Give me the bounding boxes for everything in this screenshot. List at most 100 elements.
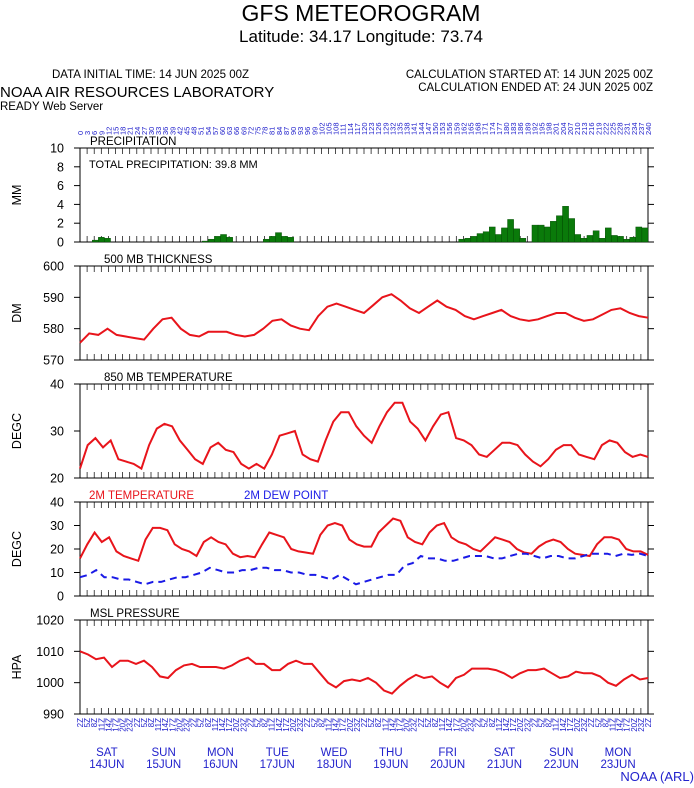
bottom-time-label: 20Z: [573, 718, 582, 732]
top-hour-label: 57: [211, 127, 220, 135]
bottom-time-label: 20Z: [459, 718, 468, 732]
day-date: 17JUN: [260, 759, 295, 771]
bottom-time-label: 5Z: [594, 718, 603, 727]
bottom-time-label: 11Z: [495, 718, 504, 731]
precip-bar: [464, 238, 472, 243]
y-tick-label: 30: [50, 519, 64, 533]
bottom-time-label: 20Z: [630, 718, 639, 732]
top-hour-label: 114: [346, 123, 355, 135]
top-hour-label: 21: [126, 127, 135, 135]
precip-bar: [580, 238, 588, 243]
day-date: 22JUN: [544, 759, 579, 771]
top-hour-label: 42: [175, 127, 184, 135]
bottom-time-label: 20Z: [516, 718, 525, 732]
top-hour-label: 36: [161, 127, 170, 135]
bottom-time-label: 17Z: [452, 718, 461, 732]
precip-bar: [556, 215, 563, 243]
bottom-time-label: 14Z: [502, 718, 511, 732]
top-hour-label: 192: [530, 122, 539, 135]
top-hour-label: 210: [573, 122, 582, 135]
precip-bar: [641, 227, 649, 243]
server-name: READY Web Server: [0, 101, 103, 113]
top-hour-label: 12: [104, 127, 113, 135]
y-axis-label: DEGC: [10, 413, 24, 449]
precip-bar: [519, 238, 527, 243]
bottom-time-label: 23Z: [353, 718, 362, 732]
bottom-time-label: 2Z: [587, 718, 596, 727]
top-hour-label: 204: [559, 122, 568, 135]
bottom-time-label: 5Z: [367, 718, 376, 727]
bottom-time-label: 17Z: [509, 718, 518, 732]
top-hour-label: 108: [332, 122, 341, 135]
day-date: 16JUN: [203, 759, 238, 771]
top-hour-label: 177: [495, 122, 504, 135]
bottom-time-label: 23Z: [296, 718, 305, 732]
data-initial-time: DATA INITIAL TIME: 14 JUN 2025 00Z: [52, 69, 249, 81]
top-hour-label: 141: [410, 122, 419, 135]
precip-bar: [598, 238, 606, 243]
top-hour-label: 102: [317, 122, 326, 135]
bottom-time-label: 23Z: [580, 718, 589, 732]
precip-bar: [220, 234, 227, 243]
top-hour-label: 165: [467, 122, 476, 135]
bottom-time-label: 23Z: [410, 718, 419, 732]
bottom-time-label: 14Z: [445, 718, 454, 732]
bottom-time-label: 17Z: [339, 718, 348, 732]
bottom-time-label: 20Z: [289, 718, 298, 732]
top-hour-label: 129: [381, 122, 390, 135]
top-hour-label: 180: [502, 122, 511, 135]
precip-bar: [562, 206, 569, 243]
top-hour-label: 27: [140, 127, 149, 135]
bottom-time-label: 11Z: [609, 718, 618, 731]
bottom-time-label: 8Z: [90, 718, 99, 727]
y-tick-label: 10: [50, 142, 64, 156]
top-hour-ticks: 0369121518212427303336394245485154576063…: [76, 122, 653, 135]
bottom-time-label: 14Z: [161, 718, 170, 732]
y-tick-label: 1020: [36, 614, 64, 628]
top-hour-label: 81: [268, 127, 277, 135]
bottom-time-label: 2Z: [530, 718, 539, 727]
precip-bar: [98, 237, 105, 243]
precip-bar: [611, 235, 618, 243]
y-tick-label: 40: [50, 378, 64, 392]
top-hour-label: 216: [587, 122, 596, 135]
bottom-time-label: 23Z: [183, 718, 192, 732]
precip-bar: [482, 231, 490, 243]
day-of-week: MON: [605, 747, 632, 759]
legend-dewpoint: 2M DEW POINT: [244, 490, 328, 502]
top-hour-label: 219: [594, 122, 603, 135]
precip-bar: [269, 236, 276, 243]
top-hour-label: 132: [388, 122, 397, 135]
precip-bar: [275, 232, 282, 243]
bottom-time-label: 11Z: [154, 718, 163, 731]
top-hour-label: 51: [197, 127, 206, 135]
bottom-time-label: 2Z: [644, 718, 653, 727]
panel-4: 0 10 20 30 40 DEGC 2M TEMPERATURE 2M DEW POINT: [10, 490, 654, 604]
top-hour-label: 162: [459, 122, 468, 135]
day-of-week: SUN: [549, 747, 573, 759]
total-precip-annotation: TOTAL PRECIPITATION: 39.8 MM: [89, 159, 258, 171]
top-hour-label: 75: [254, 127, 263, 135]
precip-bar: [263, 238, 270, 243]
y-tick-label: 20: [50, 543, 64, 557]
precip-bar: [531, 224, 539, 243]
calculation-ended: CALCULATION ENDED AT: 24 JUN 2025 00Z: [418, 82, 653, 94]
series-line: [79, 293, 649, 344]
precip-bar: [507, 219, 514, 243]
y-tick-label: 1000: [36, 676, 64, 690]
bottom-time-label: 5Z: [83, 718, 92, 727]
bottom-time-label: 2Z: [190, 718, 199, 727]
y-tick-label: 1010: [36, 645, 64, 659]
top-hour-label: 156: [445, 122, 454, 135]
y-tick-label: 0: [57, 590, 64, 604]
top-hour-label: 237: [637, 122, 646, 135]
bottom-time-label: 14Z: [275, 718, 284, 732]
precip-bar: [489, 226, 496, 243]
top-hour-label: 126: [374, 122, 383, 135]
bottom-time-label: 2Z: [303, 718, 312, 727]
precip-bar: [92, 239, 99, 243]
precip-bar: [623, 238, 630, 243]
y-tick-label: 590: [43, 291, 64, 305]
dewpoint-line: [79, 552, 649, 586]
top-hour-label: 174: [488, 122, 497, 135]
